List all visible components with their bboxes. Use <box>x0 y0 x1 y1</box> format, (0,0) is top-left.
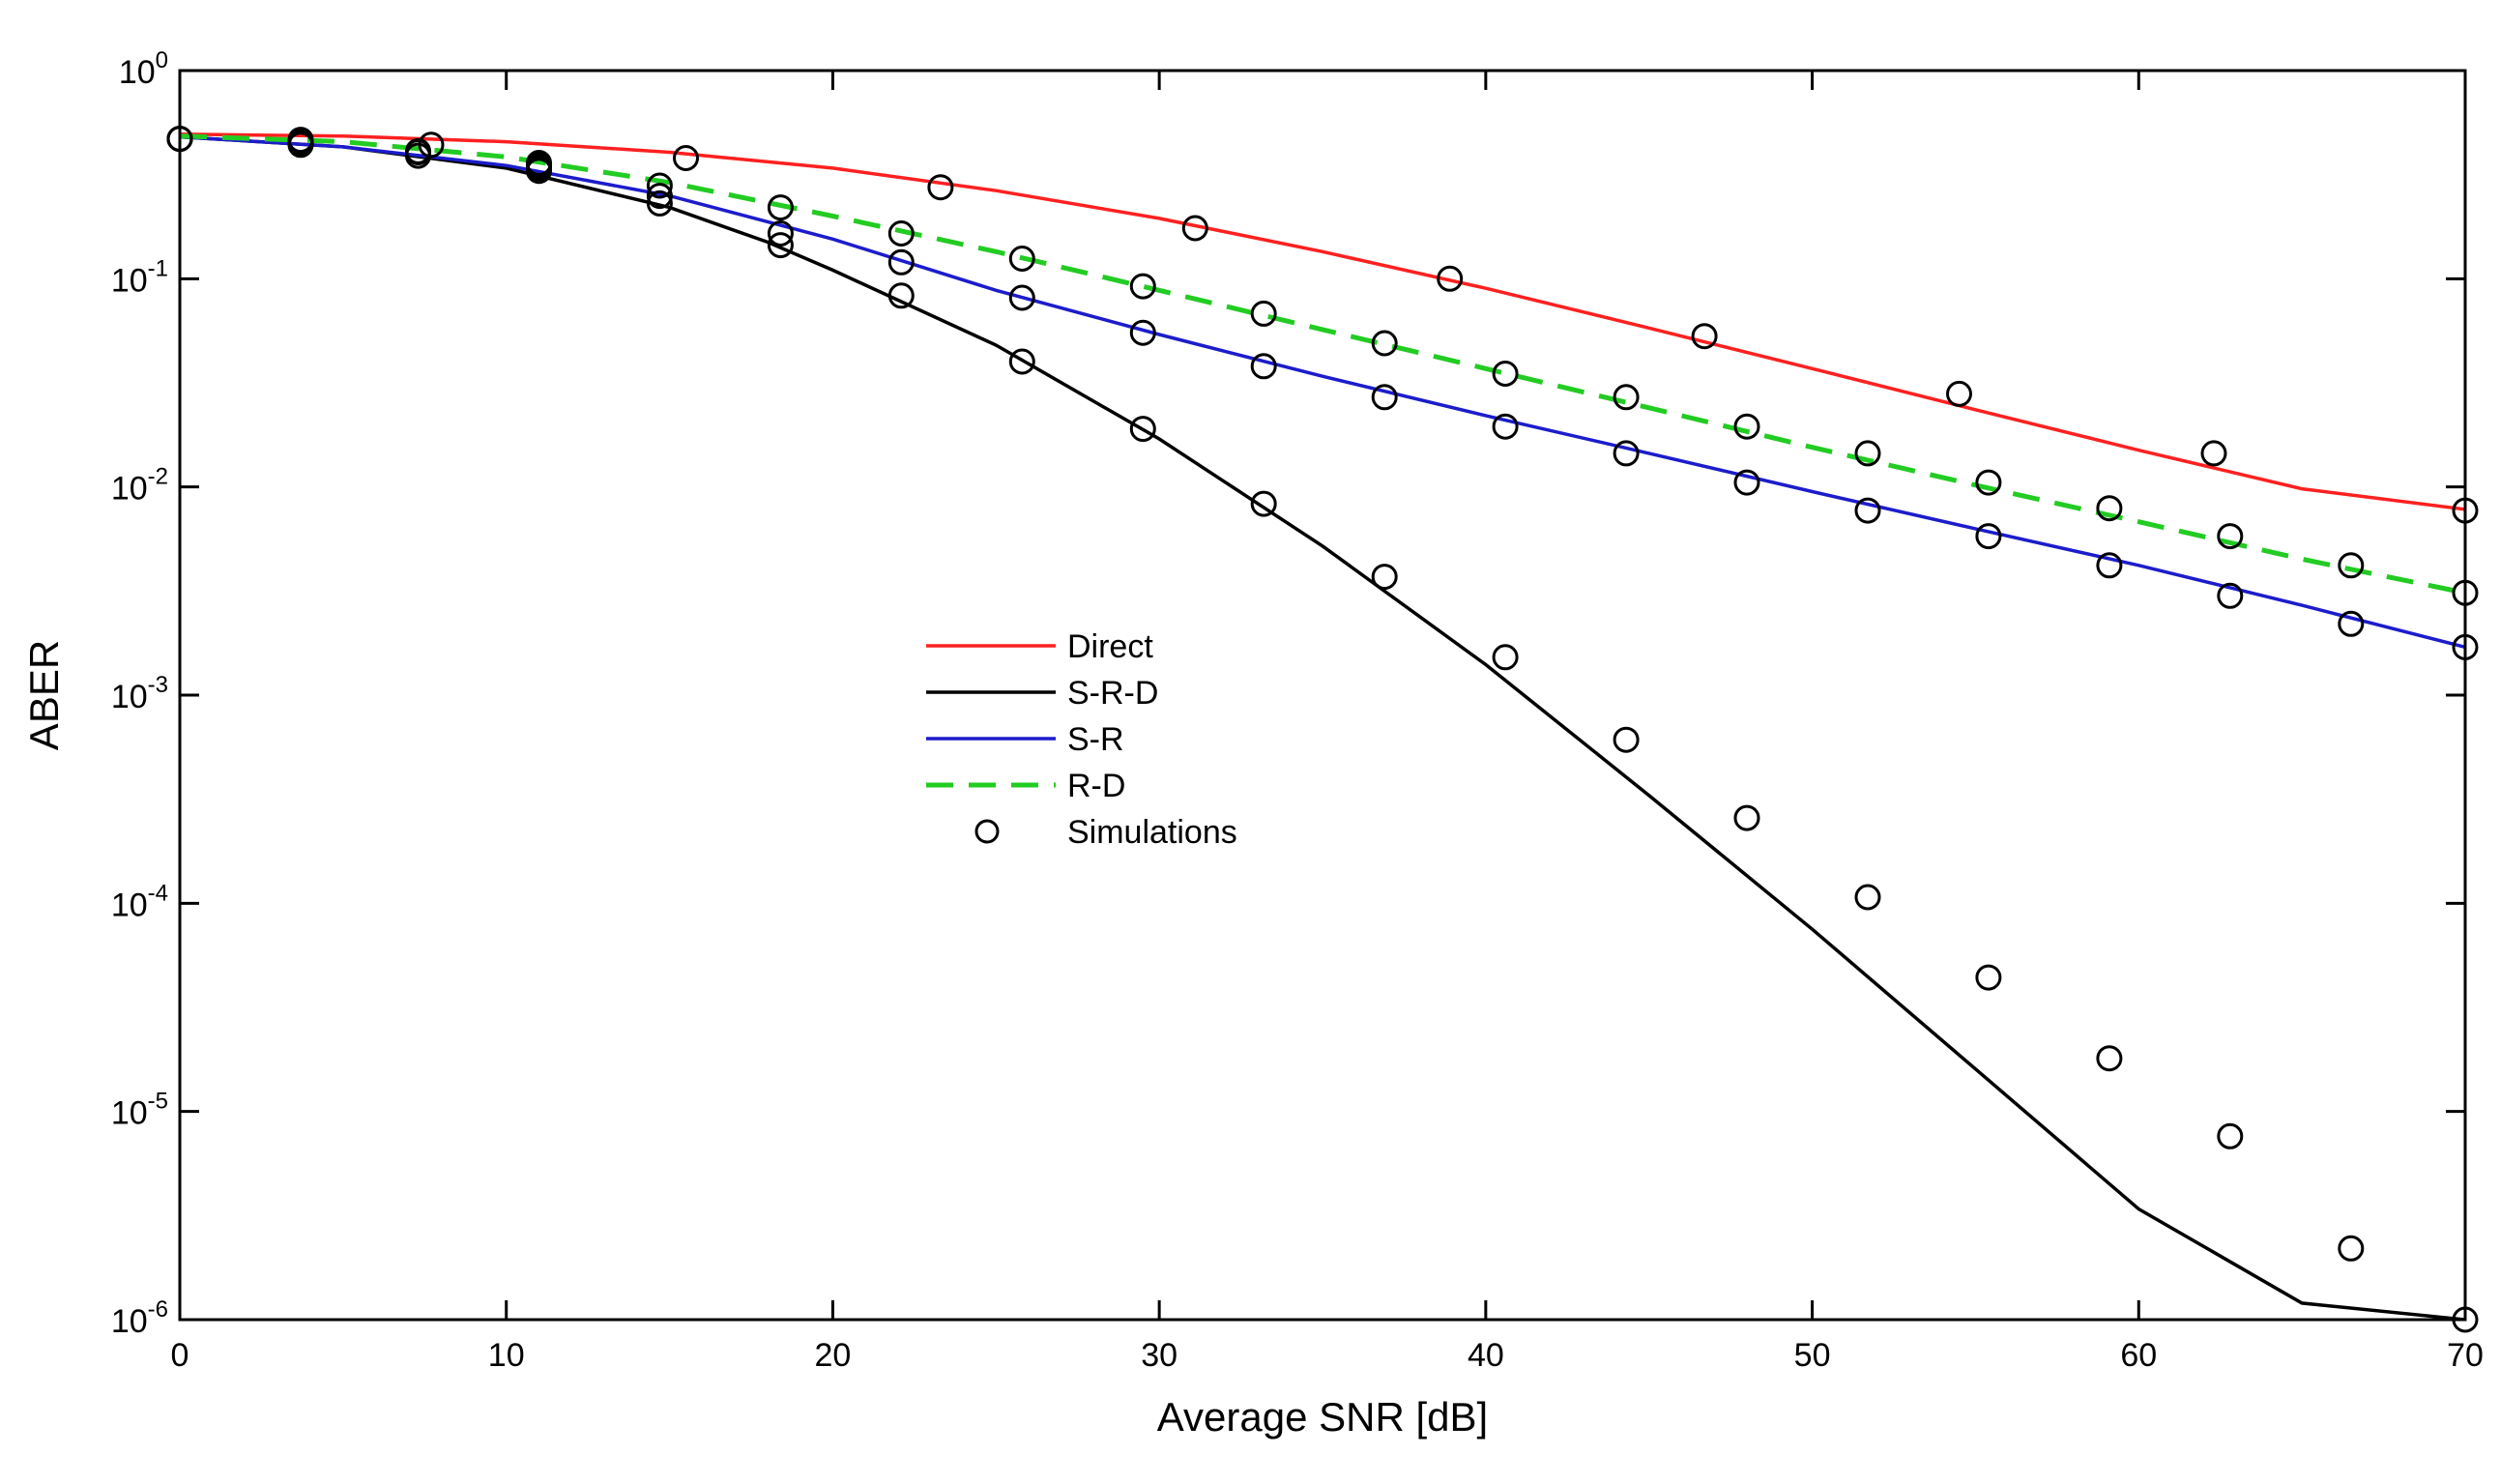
simulation-marker <box>1492 644 1519 671</box>
simulation-marker <box>1129 319 1156 346</box>
y-tick-label: 100 <box>119 47 168 91</box>
legend-label-r-d: R-D <box>1067 768 1125 804</box>
legend-swatch-simulations <box>974 819 1000 844</box>
simulation-marker <box>405 137 431 164</box>
simulation-marker <box>1854 497 1881 524</box>
simulation-marker <box>2096 552 2123 579</box>
simulation-marker <box>1008 246 1035 272</box>
simulation-marker <box>1371 384 1398 411</box>
simulation-marker <box>2200 440 2227 467</box>
simulation-marker <box>646 172 673 199</box>
simulation-marker <box>1613 726 1640 753</box>
simulation-marker <box>646 189 673 217</box>
x-tick-label: 10 <box>488 1337 525 1374</box>
legend: Direct S-R-D S-R R-D Simulations <box>926 628 1237 851</box>
simulation-marker <box>418 131 445 159</box>
x-tick-label: 30 <box>1141 1337 1177 1374</box>
simulation-marker <box>767 194 794 221</box>
simulation-marker <box>1733 469 1760 496</box>
simulation-marker <box>2217 523 2244 550</box>
x-tick-label: 20 <box>815 1337 852 1374</box>
simulation-marker <box>526 152 552 179</box>
simulation-marker <box>1733 413 1760 440</box>
legend-label-simulations: Simulations <box>1067 814 1237 851</box>
simulation-marker <box>1613 384 1640 411</box>
x-axis-title: Average SNR [dB] <box>1157 1394 1488 1440</box>
simulation-marker <box>1008 284 1035 311</box>
simulation-marker <box>2338 1235 2365 1262</box>
simulation-marker <box>767 232 794 259</box>
x-tick-label: 40 <box>1468 1337 1504 1374</box>
simulation-marker <box>1250 353 1277 380</box>
simulation-marker <box>1492 361 1519 387</box>
y-tick-label: 10-5 <box>111 1089 168 1132</box>
simulation-marker <box>2217 1122 2244 1149</box>
y-tick-label: 10-4 <box>111 880 168 923</box>
x-tick-label: 60 <box>2120 1337 2157 1374</box>
simulation-marker <box>887 248 915 276</box>
x-tick-label: 0 <box>171 1337 189 1374</box>
simulation-marker <box>1854 440 1881 467</box>
simulation-marker <box>673 145 699 171</box>
y-tick-label: 10-6 <box>111 1296 168 1340</box>
simulation-marker <box>887 282 915 309</box>
simulation-marker <box>646 183 673 210</box>
simulation-marker <box>2096 495 2123 522</box>
axis-ticks: 0 10 20 30 40 50 60 70 100 10-1 10-2 10-3 10-4 10-5 10… <box>111 47 2484 1374</box>
legend-label-s-r: S-R <box>1067 721 1124 758</box>
simulation-marker <box>1250 300 1277 327</box>
simulation-marker <box>1181 215 1208 242</box>
simulation-marker <box>1129 273 1156 300</box>
simulation-marker <box>1946 380 1972 407</box>
simulation-marker <box>1129 416 1156 443</box>
series-line-s-r <box>180 134 2465 650</box>
simulation-marker <box>2217 582 2244 609</box>
series-line-direct <box>180 132 2465 511</box>
y-tick-label: 10-1 <box>111 255 168 299</box>
simulation-marker <box>1975 964 2002 991</box>
simulation-marker <box>287 129 314 156</box>
y-axis-title: ABER <box>21 640 67 750</box>
plot-area <box>166 126 2479 1333</box>
simulation-marker <box>1008 348 1035 375</box>
simulation-marker <box>1975 523 2002 550</box>
simulation-marker <box>1975 469 2002 496</box>
simulation-marker <box>1733 804 1760 831</box>
simulation-marker <box>927 174 954 201</box>
x-tick-label: 70 <box>2447 1337 2484 1374</box>
simulation-marker <box>1691 323 1718 350</box>
simulation-marker <box>1371 564 1398 591</box>
legend-label-s-r-d: S-R-D <box>1067 675 1158 712</box>
simulation-marker <box>1250 490 1277 517</box>
simulation-marker <box>1437 265 1464 292</box>
simulation-marker <box>1613 440 1640 467</box>
series-line-s-r-d <box>180 134 2465 1320</box>
simulation-marker <box>1854 884 1881 911</box>
x-tick-label: 50 <box>1794 1337 1831 1374</box>
simulation-marker <box>887 220 915 247</box>
simulation-marker <box>1371 330 1398 357</box>
legend-label-direct: Direct <box>1067 628 1153 665</box>
simulation-marker <box>2096 1045 2123 1072</box>
series-line-r-d <box>180 133 2465 596</box>
simulation-marker <box>2338 552 2365 579</box>
y-tick-label: 10-3 <box>111 672 168 715</box>
simulation-marker <box>2338 610 2365 637</box>
simulation-marker <box>767 220 794 247</box>
simulation-marker <box>1492 413 1519 440</box>
y-tick-label: 10-2 <box>111 464 168 508</box>
